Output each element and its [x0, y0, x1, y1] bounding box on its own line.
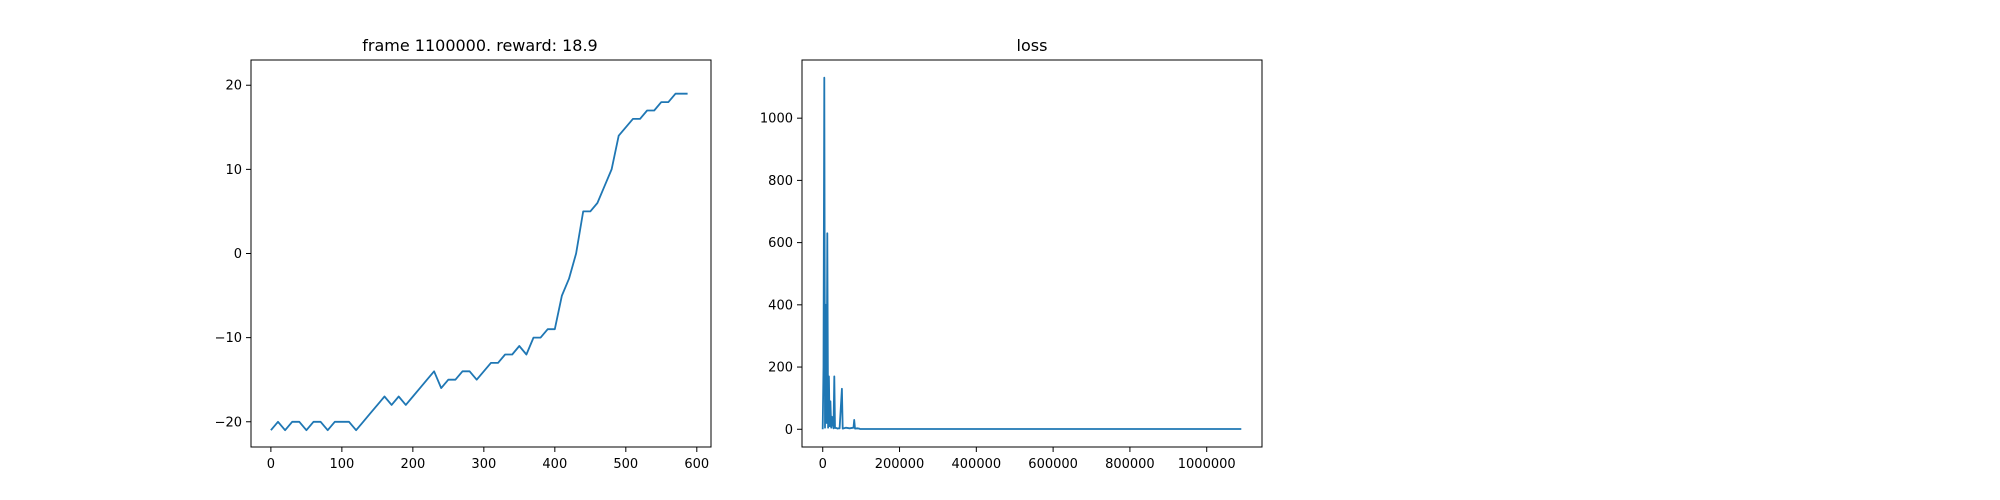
loss-x-tick-label: 800000 — [1105, 457, 1155, 472]
reward-chart-frame — [250, 59, 712, 448]
loss-y-tick-label: 0 — [785, 423, 793, 438]
loss-x-tick-label: 600000 — [1028, 457, 1078, 472]
reward-x-tick-label: 200 — [400, 457, 425, 472]
reward-x-tick-label: 400 — [542, 457, 567, 472]
reward-x-tick-label: 500 — [613, 457, 638, 472]
reward-chart: frame 1100000. reward: 18.9 0 100 200 300 40… — [215, 36, 712, 472]
reward-chart-ticks: 0 100 200 300 400 500 600 −20 −10 0 10 20 — [215, 79, 710, 472]
loss-y-tick-label: 600 — [768, 236, 793, 251]
loss-y-tick-label: 1000 — [760, 112, 793, 127]
reward-x-tick-label: 0 — [267, 457, 275, 472]
reward-y-tick-label: 20 — [225, 79, 242, 94]
loss-chart-title: loss — [1017, 36, 1048, 55]
loss-x-tick-label: 0 — [819, 457, 827, 472]
reward-x-tick-label: 100 — [329, 457, 354, 472]
reward-series-line — [270, 92, 688, 432]
loss-x-tick-label: 1000000 — [1178, 457, 1236, 472]
reward-x-tick-label: 600 — [684, 457, 709, 472]
loss-y-tick-label: 800 — [768, 174, 793, 189]
loss-y-tick-label: 200 — [768, 361, 793, 376]
loss-x-tick-label: 400000 — [952, 457, 1002, 472]
reward-y-tick-label: −10 — [215, 331, 242, 346]
reward-y-tick-label: 10 — [225, 163, 242, 178]
reward-x-tick-label: 300 — [471, 457, 496, 472]
loss-series-line — [821, 76, 1242, 430]
loss-y-tick-label: 400 — [768, 298, 793, 313]
reward-y-tick-label: −20 — [215, 415, 242, 430]
reward-y-tick-label: 0 — [234, 247, 242, 262]
reward-chart-title: frame 1100000. reward: 18.9 — [362, 36, 597, 55]
loss-chart-ticks: 0 200000 400000 600000 800000 1000000 0 200 400 6… — [760, 112, 1236, 472]
loss-chart: loss 0 200000 400000 600000 800000 1000000 0 20… — [760, 36, 1263, 472]
loss-x-tick-label: 200000 — [875, 457, 925, 472]
loss-chart-frame — [801, 59, 1263, 448]
